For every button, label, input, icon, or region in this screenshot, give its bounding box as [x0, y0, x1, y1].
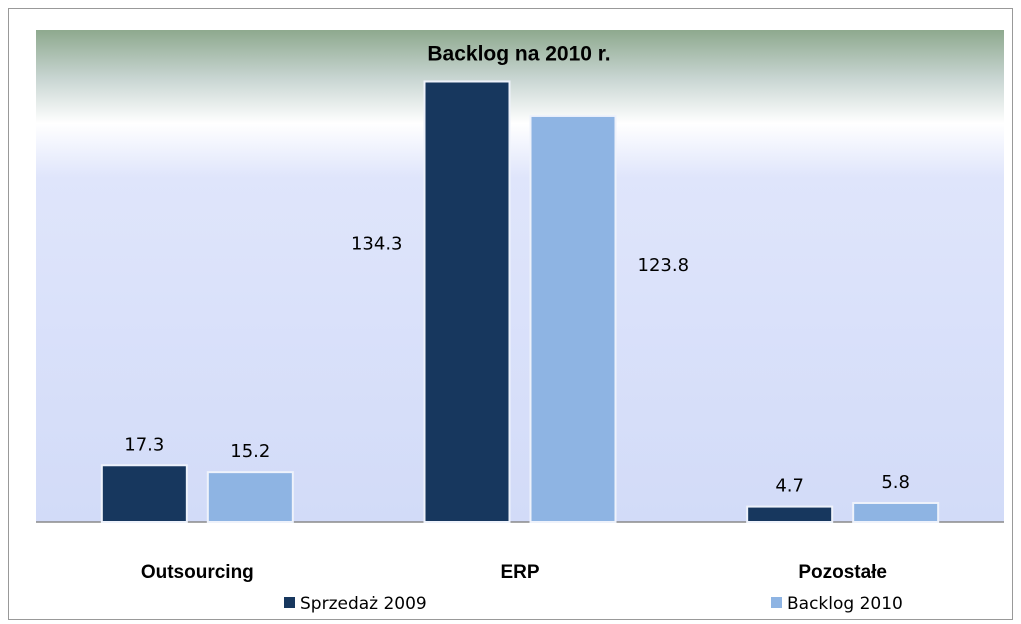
legend-label: Sprzedaż 2009 — [300, 594, 427, 614]
x-tick-label: Outsourcing — [141, 562, 254, 583]
chart-title: Backlog na 2010 r. — [427, 43, 610, 66]
bar — [206, 471, 294, 524]
bar — [529, 114, 617, 523]
data-label: 134.3 — [351, 233, 403, 254]
data-label: 15.2 — [230, 441, 270, 462]
data-label: 4.7 — [775, 476, 804, 497]
bar — [852, 501, 940, 524]
x-tick-label: Pozostałe — [798, 562, 887, 583]
data-label: 123.8 — [638, 255, 690, 276]
plot-area — [36, 30, 1004, 522]
data-label: 5.8 — [881, 472, 910, 493]
bar — [423, 80, 511, 523]
legend-swatch — [771, 597, 782, 608]
x-tick-label: ERP — [500, 562, 539, 583]
data-label: 17.3 — [124, 434, 164, 455]
bar — [100, 464, 188, 524]
bar — [746, 505, 834, 524]
legend-label: Backlog 2010 — [787, 594, 903, 614]
legend-swatch — [284, 597, 295, 608]
